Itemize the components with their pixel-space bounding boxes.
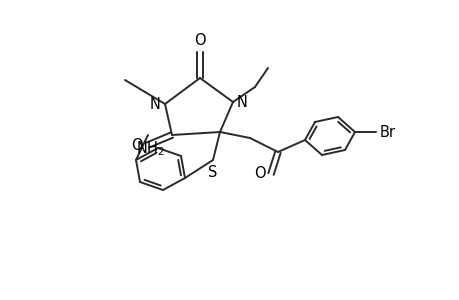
Text: Br: Br bbox=[379, 124, 395, 140]
Text: N: N bbox=[236, 94, 247, 110]
Text: NH$_2$: NH$_2$ bbox=[135, 139, 164, 158]
Text: O: O bbox=[254, 167, 265, 182]
Text: O: O bbox=[131, 137, 143, 152]
Text: N: N bbox=[150, 97, 161, 112]
Text: S: S bbox=[208, 165, 217, 180]
Text: O: O bbox=[194, 33, 205, 48]
